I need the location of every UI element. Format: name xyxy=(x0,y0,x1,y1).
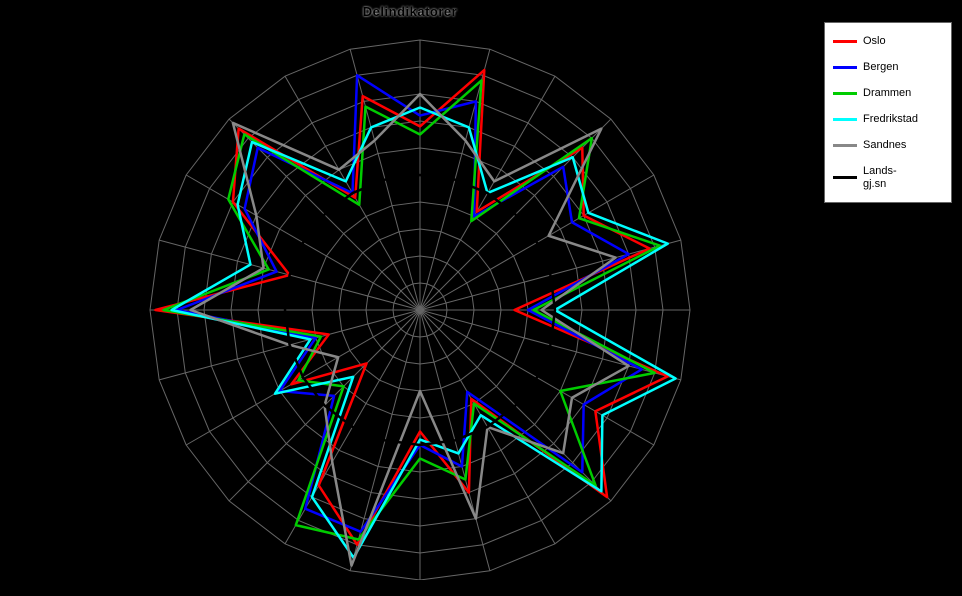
legend-swatch xyxy=(833,144,857,147)
legend-label: Lands- gj.sn xyxy=(863,165,897,189)
legend-label: Drammen xyxy=(863,87,911,99)
legend-label: Bergen xyxy=(863,61,898,73)
legend-item: Oslo xyxy=(833,35,943,47)
legend: Oslo Bergen Drammen Fredrikstad Sandnes Lands… xyxy=(824,22,952,203)
radar-chart xyxy=(20,20,820,580)
legend-swatch xyxy=(833,176,857,179)
legend-item: Lands- gj.sn xyxy=(833,165,943,189)
legend-swatch xyxy=(833,40,857,43)
legend-swatch xyxy=(833,66,857,69)
legend-item: Sandnes xyxy=(833,139,943,151)
legend-label: Sandnes xyxy=(863,139,906,151)
legend-label: Fredrikstad xyxy=(863,113,918,125)
chart-title: Delindikatorer xyxy=(0,4,820,19)
legend-label: Oslo xyxy=(863,35,886,47)
legend-swatch xyxy=(833,118,857,121)
legend-item: Drammen xyxy=(833,87,943,99)
legend-item: Bergen xyxy=(833,61,943,73)
legend-swatch xyxy=(833,92,857,95)
legend-item: Fredrikstad xyxy=(833,113,943,125)
chart-container: Delindikatorer Oslo Bergen Drammen Fredriks… xyxy=(0,0,962,596)
